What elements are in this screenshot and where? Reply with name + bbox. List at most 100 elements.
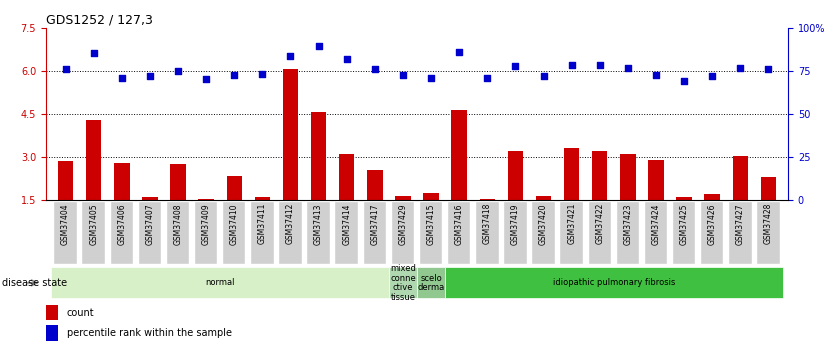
Text: GSM37420: GSM37420 bbox=[539, 203, 548, 245]
Text: GSM37415: GSM37415 bbox=[426, 203, 435, 245]
FancyBboxPatch shape bbox=[673, 202, 696, 264]
Point bbox=[593, 62, 606, 68]
Bar bbox=[620, 154, 636, 200]
Point bbox=[87, 51, 100, 56]
FancyBboxPatch shape bbox=[392, 202, 414, 264]
Bar bbox=[198, 199, 214, 200]
Text: GSM37428: GSM37428 bbox=[764, 203, 773, 245]
Bar bbox=[592, 151, 607, 200]
Text: GSM37421: GSM37421 bbox=[567, 203, 576, 245]
Bar bbox=[508, 151, 523, 200]
Bar bbox=[761, 177, 776, 200]
FancyBboxPatch shape bbox=[308, 202, 329, 264]
FancyBboxPatch shape bbox=[757, 202, 780, 264]
FancyBboxPatch shape bbox=[223, 202, 245, 264]
FancyBboxPatch shape bbox=[52, 267, 389, 298]
Text: percentile rank within the sample: percentile rank within the sample bbox=[67, 328, 232, 338]
FancyBboxPatch shape bbox=[505, 202, 526, 264]
Text: GSM37427: GSM37427 bbox=[736, 203, 745, 245]
Bar bbox=[705, 194, 720, 200]
FancyBboxPatch shape bbox=[364, 202, 386, 264]
Point bbox=[734, 65, 747, 71]
Point bbox=[565, 62, 578, 68]
Bar bbox=[227, 176, 242, 200]
FancyBboxPatch shape bbox=[138, 202, 161, 264]
Text: GSM37419: GSM37419 bbox=[511, 203, 520, 245]
Point bbox=[396, 72, 409, 78]
Text: GSM37418: GSM37418 bbox=[483, 203, 492, 245]
Bar bbox=[170, 164, 186, 200]
Point bbox=[340, 57, 354, 62]
Text: GSM37422: GSM37422 bbox=[595, 203, 605, 245]
Text: GSM37425: GSM37425 bbox=[680, 203, 689, 245]
Point bbox=[199, 77, 213, 82]
Point bbox=[368, 67, 381, 72]
FancyBboxPatch shape bbox=[448, 202, 470, 264]
FancyBboxPatch shape bbox=[589, 202, 611, 264]
Point bbox=[171, 68, 184, 73]
Point bbox=[706, 74, 719, 79]
FancyBboxPatch shape bbox=[389, 267, 417, 298]
FancyBboxPatch shape bbox=[616, 202, 639, 264]
Point bbox=[59, 67, 73, 72]
FancyBboxPatch shape bbox=[111, 202, 133, 264]
Point bbox=[453, 49, 466, 55]
Bar bbox=[451, 110, 467, 200]
Point bbox=[284, 53, 297, 59]
Bar bbox=[86, 120, 102, 200]
Text: scelo
derma: scelo derma bbox=[418, 274, 445, 292]
FancyBboxPatch shape bbox=[417, 267, 445, 298]
FancyBboxPatch shape bbox=[729, 202, 751, 264]
Bar bbox=[648, 160, 664, 200]
Bar bbox=[564, 148, 580, 200]
FancyBboxPatch shape bbox=[645, 202, 667, 264]
Text: GSM37408: GSM37408 bbox=[173, 203, 183, 245]
Point bbox=[425, 75, 438, 81]
FancyBboxPatch shape bbox=[701, 202, 723, 264]
Bar bbox=[732, 156, 748, 200]
Bar bbox=[311, 112, 326, 200]
Point bbox=[650, 72, 663, 78]
Text: GDS1252 / 127,3: GDS1252 / 127,3 bbox=[46, 13, 153, 27]
FancyBboxPatch shape bbox=[420, 202, 442, 264]
Point bbox=[115, 75, 128, 81]
Text: GSM37407: GSM37407 bbox=[145, 203, 154, 245]
Text: GSM37429: GSM37429 bbox=[399, 203, 408, 245]
Bar bbox=[395, 196, 410, 200]
Bar bbox=[58, 161, 73, 200]
Point bbox=[312, 43, 325, 49]
Bar bbox=[480, 199, 495, 200]
FancyBboxPatch shape bbox=[560, 202, 583, 264]
FancyBboxPatch shape bbox=[335, 202, 358, 264]
Point bbox=[480, 75, 494, 81]
Text: GSM37424: GSM37424 bbox=[651, 203, 661, 245]
FancyBboxPatch shape bbox=[167, 202, 189, 264]
Text: GSM37417: GSM37417 bbox=[370, 203, 379, 245]
Text: GSM37414: GSM37414 bbox=[342, 203, 351, 245]
Bar bbox=[424, 193, 439, 200]
FancyBboxPatch shape bbox=[195, 202, 218, 264]
Text: GSM37406: GSM37406 bbox=[118, 203, 126, 245]
Text: GSM37404: GSM37404 bbox=[61, 203, 70, 245]
Point bbox=[761, 67, 775, 72]
FancyBboxPatch shape bbox=[83, 202, 105, 264]
Bar bbox=[114, 163, 129, 200]
Point bbox=[143, 74, 157, 79]
Point bbox=[621, 65, 635, 71]
Bar bbox=[142, 197, 158, 200]
Text: GSM37412: GSM37412 bbox=[286, 203, 295, 245]
Text: disease state: disease state bbox=[2, 278, 67, 288]
Bar bbox=[46, 325, 58, 341]
Text: GSM37411: GSM37411 bbox=[258, 203, 267, 245]
Bar bbox=[535, 196, 551, 200]
Text: count: count bbox=[67, 308, 94, 318]
FancyBboxPatch shape bbox=[532, 202, 555, 264]
Text: GSM37409: GSM37409 bbox=[202, 203, 211, 245]
Point bbox=[228, 72, 241, 78]
Text: GSM37410: GSM37410 bbox=[229, 203, 239, 245]
Text: mixed
conne
ctive
tissue: mixed conne ctive tissue bbox=[390, 264, 416, 302]
Text: GSM37423: GSM37423 bbox=[623, 203, 632, 245]
Point bbox=[256, 71, 269, 76]
Text: idiopathic pulmonary fibrosis: idiopathic pulmonary fibrosis bbox=[553, 278, 675, 287]
FancyBboxPatch shape bbox=[279, 202, 302, 264]
